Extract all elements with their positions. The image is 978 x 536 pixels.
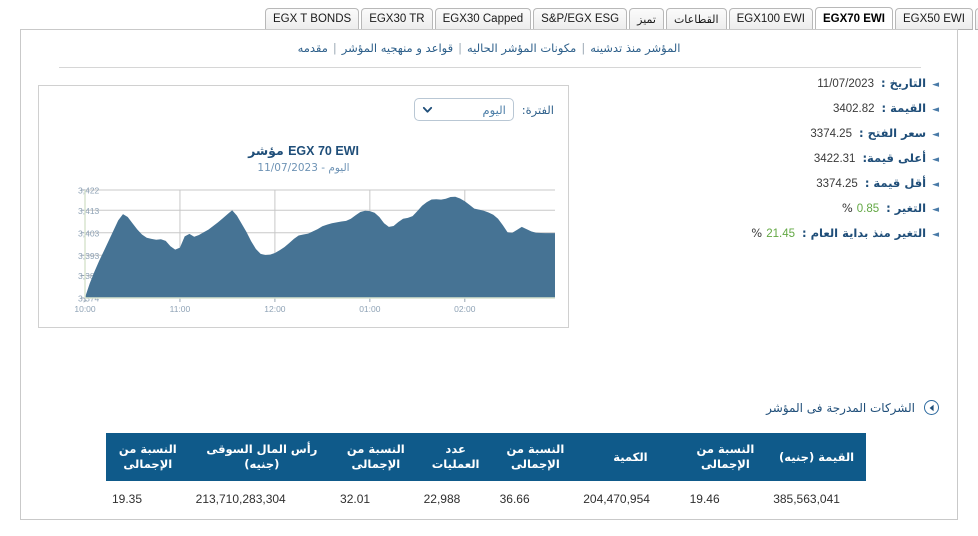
table-cell: 204,470,954 xyxy=(577,481,684,517)
table-cell: 36.66 xyxy=(493,481,578,517)
tab-egx30-tr[interactable]: EGX30 TR xyxy=(361,8,433,30)
table-cell: 32.01 xyxy=(334,481,418,517)
chart-subtitle: اليوم - 11/07/2023 xyxy=(257,162,350,174)
svg-text:11:00: 11:00 xyxy=(170,304,191,314)
bullet-icon: ◄ xyxy=(932,130,939,140)
summary-item: ◄ التاريخ : 11/07/2023 xyxy=(639,76,939,90)
svg-text:12:00: 12:00 xyxy=(264,304,286,314)
svg-text:3,413: 3,413 xyxy=(78,206,100,216)
chevron-down-icon xyxy=(422,104,433,115)
subnav-divider xyxy=(59,67,921,68)
chart-title: EGX 70 EWI مؤشر xyxy=(39,143,568,158)
summary-item-label: سعر الفتح : xyxy=(858,126,927,140)
summary-item-label: أقل قيمة : xyxy=(864,176,927,190)
index-page-container: المؤشر منذ تدشينه | مكونات المؤشر الحاليه |… xyxy=(20,29,958,520)
svg-text:3,422: 3,422 xyxy=(78,186,100,196)
summary-item-label: التاريخ : xyxy=(880,76,927,90)
tab-egx70-ewi[interactable]: EGX70 EWI xyxy=(814,7,893,30)
tab-egx50-ewi[interactable]: EGX50 EWI xyxy=(894,8,973,30)
bullet-icon: ◄ xyxy=(932,230,939,240)
svg-text:10:00: 10:00 xyxy=(74,304,96,314)
summary-item-value: 11/07/2023 xyxy=(817,78,874,90)
index-summary-list: ◄ التاريخ : 11/07/2023 ◄ القيمة : 3402.82 ◄ سعر… xyxy=(639,76,939,251)
summary-item-label: أعلى قيمة: xyxy=(862,151,927,165)
tab-egx100-ewi[interactable]: EGX100 EWI xyxy=(728,8,813,30)
index-subnav: المؤشر منذ تدشينه | مكونات المؤشر الحاليه |… xyxy=(21,41,957,55)
subnav-link-3[interactable]: مقدمه xyxy=(297,41,328,55)
summary-item-value: 0.85 xyxy=(856,203,880,215)
listed-companies-section: الشركات المدرجة فى المؤشر xyxy=(766,400,939,415)
tab-[interactable]: القطاعات xyxy=(665,8,727,30)
table-column-header: الكمية xyxy=(577,433,684,481)
subnav-link-1[interactable]: مكونات المؤشر الحاليه xyxy=(466,41,577,55)
tab-[interactable]: تميز xyxy=(629,8,664,30)
subnav-link-2[interactable]: قواعد و منهجيه المؤشر xyxy=(341,41,454,55)
table-column-header: القيمة (جنيه) xyxy=(767,433,866,481)
table-column-header: النسبة من الإجمالى xyxy=(334,433,418,481)
subnav-separator: | xyxy=(458,41,462,55)
summary-item-value: 21.45 xyxy=(766,228,796,240)
summary-item-value: 3374.25 xyxy=(816,178,858,190)
table-column-header: عدد العمليات xyxy=(417,433,494,481)
svg-text:3,393: 3,393 xyxy=(78,251,100,261)
tab-egx30[interactable]: EGX30 xyxy=(974,8,978,30)
table-cell: 19.46 xyxy=(683,481,768,517)
period-select[interactable]: اليوم xyxy=(413,98,514,121)
summary-item-value: 3402.82 xyxy=(832,103,875,115)
chart-panel: الفترة: اليوم EGX 70 EWI مؤشر اليوم - 11… xyxy=(38,85,569,328)
summary-item-label: القيمة : xyxy=(881,101,927,115)
subnav-link-0[interactable]: المؤشر منذ تدشينه xyxy=(590,41,681,55)
bullet-icon: ◄ xyxy=(932,155,939,165)
index-tab-bar: EGX T BONDS EGX30 TR EGX30 Capped S&P/EGX E… xyxy=(0,6,978,30)
table-cell: 385,563,041 xyxy=(767,481,866,517)
summary-item: ◄ التغير : 0.85% xyxy=(639,201,939,215)
svg-text:01:00: 01:00 xyxy=(359,304,381,314)
svg-text:3,384: 3,384 xyxy=(78,271,100,281)
summary-item-value: 3422.31 xyxy=(813,153,856,165)
table-column-header: رأس المال السوقى (جنيه) xyxy=(189,433,335,481)
listed-companies-label: الشركات المدرجة فى المؤشر xyxy=(766,400,915,415)
index-area-chart: 3,3743,3843,3933,4033,4133,42210:0011:00… xyxy=(51,184,559,316)
table-header-row: القيمة (جنيه) النسبة من الإجمالى الكمية الن… xyxy=(106,433,866,481)
tab-s-p-egx-esg[interactable]: S&P/EGX ESG xyxy=(533,8,628,30)
triangle-left-icon[interactable] xyxy=(924,400,939,415)
summary-item: ◄ القيمة : 3402.82 xyxy=(639,101,939,115)
tab-egx30-capped[interactable]: EGX30 Capped xyxy=(434,8,532,30)
period-value: اليوم xyxy=(482,102,506,117)
period-label: الفترة: xyxy=(521,102,554,117)
svg-text:02:00: 02:00 xyxy=(454,304,476,314)
table-column-header: النسبة من الإجمالى xyxy=(106,433,190,481)
bullet-icon: ◄ xyxy=(932,180,939,190)
table-cell: 213,710,283,304 xyxy=(189,481,335,517)
table-column-header: النسبة من الإجمالى xyxy=(683,433,768,481)
bullet-icon: ◄ xyxy=(932,205,939,215)
svg-text:3,403: 3,403 xyxy=(78,228,100,238)
summary-item-value: 3374.25 xyxy=(810,128,852,140)
bullet-icon: ◄ xyxy=(932,80,939,90)
summary-item: ◄ أعلى قيمة: 3422.31 xyxy=(639,151,939,165)
subnav-separator: | xyxy=(581,41,586,55)
index-statistics-table: القيمة (جنيه) النسبة من الإجمالى الكمية الن… xyxy=(106,433,866,517)
subnav-separator: | xyxy=(332,41,337,55)
period-filter: الفترة: اليوم xyxy=(413,98,554,121)
summary-item: ◄ سعر الفتح : 3374.25 xyxy=(639,126,939,140)
tab-egx-t-bonds[interactable]: EGX T BONDS xyxy=(265,8,360,30)
table-row: 385,563,041 19.46 204,470,954 36.66 22,988 32… xyxy=(106,481,866,517)
summary-item-label: التغير منذ بداية العام : xyxy=(802,226,927,240)
bullet-icon: ◄ xyxy=(932,105,939,115)
table-cell: 19.35 xyxy=(106,481,190,517)
table-cell: 22,988 xyxy=(417,481,494,517)
chart-title-ar: مؤشر xyxy=(248,143,284,158)
summary-item-label: التغير : xyxy=(886,201,927,215)
summary-item: ◄ التغير منذ بداية العام : 21.45% xyxy=(639,226,939,240)
chart-title-en: EGX 70 EWI xyxy=(288,144,359,158)
summary-item: ◄ أقل قيمة : 3374.25 xyxy=(639,176,939,190)
summary-item-percent-sign: % xyxy=(751,226,763,240)
table-column-header: النسبة من الإجمالى xyxy=(493,433,578,481)
summary-item-percent-sign: % xyxy=(841,201,853,215)
